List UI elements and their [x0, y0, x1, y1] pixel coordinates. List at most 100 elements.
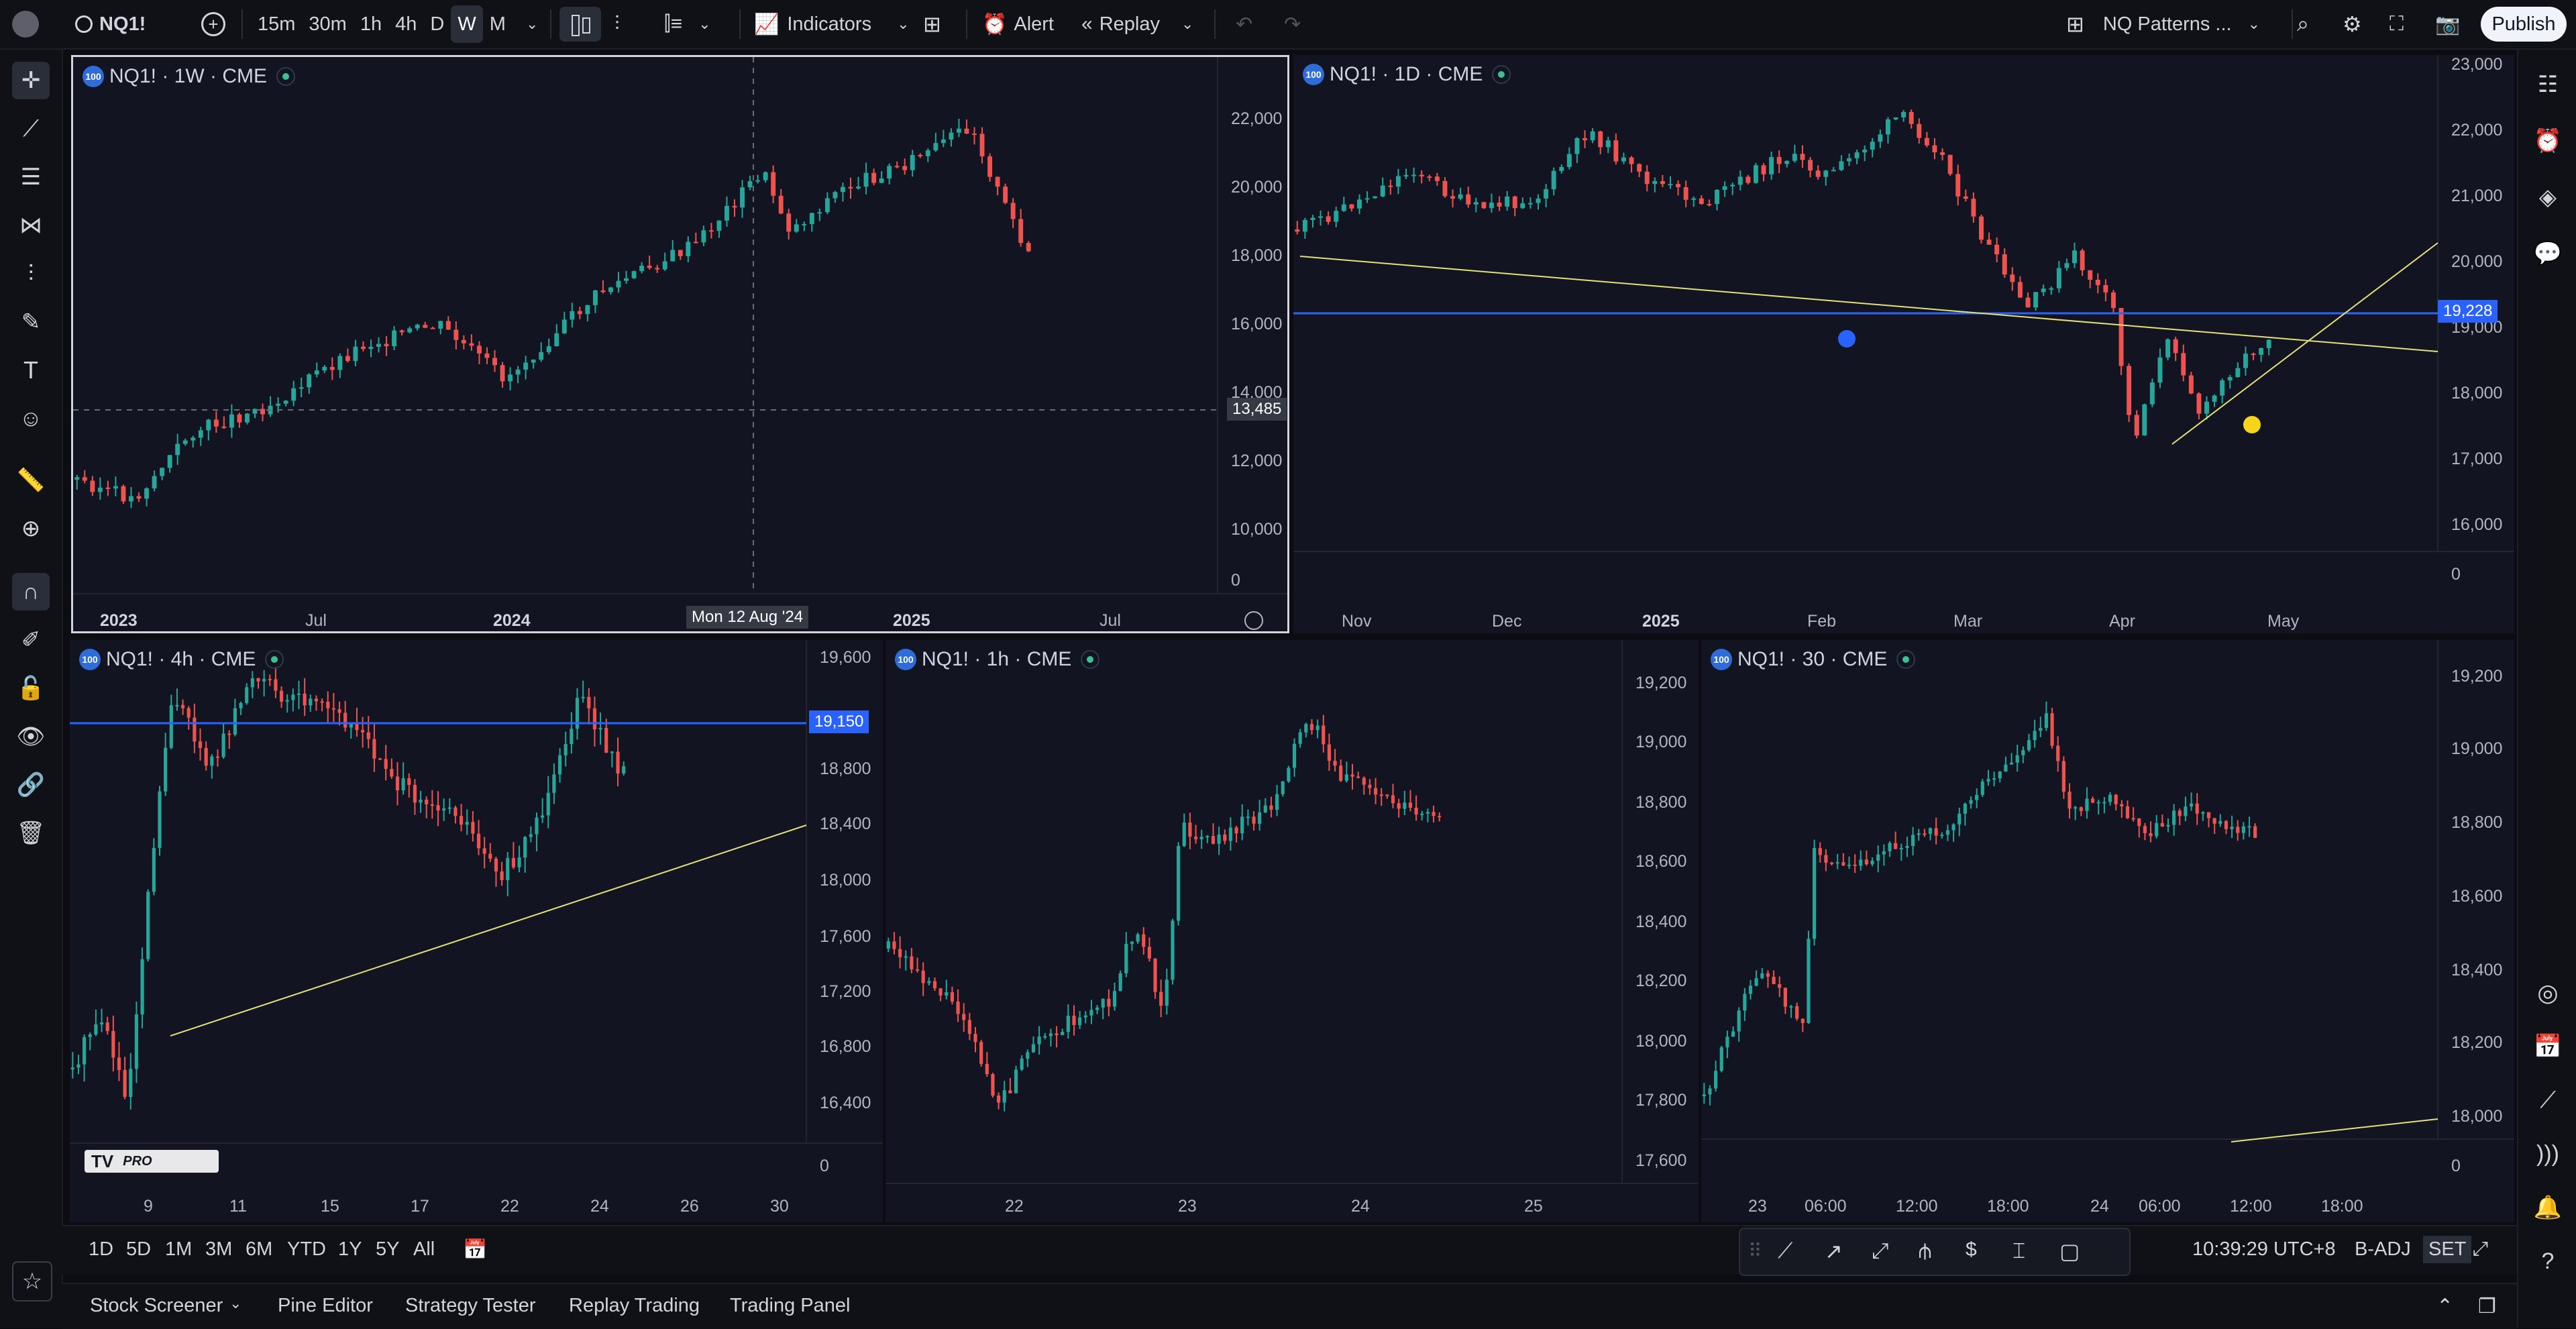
user-avatar[interactable]: [12, 11, 39, 38]
interval-1h[interactable]: 1h: [360, 13, 382, 35]
interval-w[interactable]: W: [451, 5, 483, 43]
notifications-button[interactable]: 🔔: [2529, 1189, 2567, 1226]
templates-button[interactable]: ⊞: [923, 0, 941, 48]
chart-pane-daily[interactable]: 100 NQ1! · 1D · CME 23,000 22,000 21,000…: [1293, 55, 2514, 633]
range-1m[interactable]: 1M: [165, 1238, 193, 1260]
favorites-button[interactable]: ☆: [12, 1261, 52, 1301]
visibility-tool[interactable]: 👁: [12, 718, 50, 755]
ideas-button[interactable]: ⟋: [2529, 1081, 2567, 1119]
ray-icon[interactable]: ↗: [1825, 1239, 1843, 1263]
drag-handle-icon[interactable]: ⠿: [1748, 1240, 1762, 1261]
interval-15m[interactable]: 15m: [258, 13, 296, 35]
emoji-tool[interactable]: ☺: [12, 400, 50, 437]
range-ytd[interactable]: YTD: [287, 1238, 326, 1260]
range-1d[interactable]: 1D: [89, 1238, 114, 1260]
streams-button[interactable]: ))): [2529, 1135, 2567, 1173]
text-cursor-icon[interactable]: ⌶: [2012, 1238, 2026, 1263]
zoom-tool[interactable]: ⊕: [12, 510, 50, 547]
chart-pane-1h[interactable]: 100 NQ1! · 1h · CME 19,200 19,000 18,800…: [885, 640, 1699, 1222]
trendline[interactable]: [170, 825, 807, 1036]
help-button[interactable]: ?: [2529, 1242, 2567, 1280]
clock-time[interactable]: 10:39:29 UTC+8: [2192, 1238, 2336, 1260]
interval-30m[interactable]: 30m: [309, 13, 347, 35]
redo-button[interactable]: ↷: [1284, 0, 1301, 48]
range-5y[interactable]: 5Y: [376, 1238, 400, 1260]
replay-button[interactable]: « Replay ⌄: [1081, 0, 1193, 48]
tab-trading-panel[interactable]: Trading Panel: [730, 1295, 851, 1316]
candles-type-button[interactable]: [559, 7, 601, 42]
chart-pane-4h[interactable]: 100 NQ1! · 4h · CME 19,600 18,800 18,400…: [70, 640, 883, 1222]
symbol-search[interactable]: NQ1!: [75, 0, 146, 48]
object-tree-button[interactable]: ◈: [2529, 178, 2567, 216]
tab-stock-screener[interactable]: Stock Screener: [90, 1295, 223, 1316]
maximize-icon[interactable]: ⤢: [2473, 1238, 2489, 1260]
pattern-tool[interactable]: ⋈: [12, 207, 50, 244]
chart-pane-weekly[interactable]: 100 NQ1! · 1W · CME 22,000 20,000 18,000…: [71, 55, 1289, 633]
ruler-tool[interactable]: 📏: [12, 462, 50, 499]
collapse-panel-icon[interactable]: ⌃: [2436, 1295, 2454, 1318]
fib-tool[interactable]: ☰: [12, 158, 50, 196]
alert-button[interactable]: ⏰ Alert: [982, 0, 1054, 48]
range-all[interactable]: All: [413, 1238, 435, 1260]
tab-pine-editor[interactable]: Pine Editor: [278, 1295, 373, 1316]
quick-search-button[interactable]: ⌕: [2297, 0, 2309, 48]
goto-date-button[interactable]: 📅: [463, 1238, 487, 1261]
crosshair-tool[interactable]: ✛: [12, 62, 50, 99]
extended-line-icon[interactable]: ⤢: [1872, 1238, 1889, 1263]
fullscreen-button[interactable]: ⛶: [2390, 0, 2404, 48]
axis-settings-icon[interactable]: [1244, 611, 1263, 630]
alert-marker-icon[interactable]: [1838, 330, 1856, 348]
alert-marker-icon[interactable]: [2243, 416, 2261, 433]
chart-pane-30m[interactable]: 100 NQ1! · 30 · CME 19,200 19,000 18,800…: [1701, 640, 2514, 1222]
indicators-button[interactable]: 📈 Indicators ⌄: [754, 0, 910, 48]
compare-button[interactable]: +: [201, 0, 225, 48]
publish-button[interactable]: Publish: [2481, 7, 2567, 42]
y-tick: 0: [820, 1157, 829, 1175]
watchlist-button[interactable]: ☷: [2529, 66, 2567, 103]
range-3m[interactable]: 3M: [205, 1238, 233, 1260]
lock-tool[interactable]: 🔓: [12, 670, 50, 707]
layout-select-button[interactable]: ⊞ NQ Patterns ... ⌄: [2066, 0, 2260, 48]
screener-chevron-icon[interactable]: ⌄: [229, 1295, 242, 1312]
trendline-tool[interactable]: ⟋: [12, 110, 50, 148]
settings-button[interactable]: ⚙: [2343, 0, 2362, 48]
forecast-tool[interactable]: ⫶: [12, 255, 50, 293]
range-1y[interactable]: 1Y: [338, 1238, 362, 1260]
hotlists-button[interactable]: ◎: [2529, 974, 2567, 1012]
interval-d[interactable]: D: [430, 13, 445, 35]
calendar-button[interactable]: 📅: [2529, 1028, 2567, 1065]
snapshot-button[interactable]: 📷: [2435, 0, 2460, 48]
tab-replay-trading[interactable]: Replay Trading: [569, 1295, 700, 1316]
range-6m[interactable]: 6M: [246, 1238, 273, 1260]
brush-tool[interactable]: ✎: [12, 303, 50, 341]
restore-panel-icon[interactable]: ❐: [2478, 1295, 2496, 1318]
adjust-toggle[interactable]: B-ADJ: [2355, 1238, 2411, 1260]
candle: [1403, 790, 1407, 816]
price-label-icon[interactable]: $: [1966, 1238, 1977, 1261]
tab-strategy-tester[interactable]: Strategy Tester: [405, 1295, 536, 1316]
chart-type-button[interactable]: ⫿≡ ⌄: [664, 0, 711, 48]
fork-icon[interactable]: ⫛: [1919, 1238, 1932, 1263]
trash-tool[interactable]: 🗑: [12, 814, 50, 852]
text-tool[interactable]: T: [12, 352, 50, 389]
candle: [1691, 196, 1697, 207]
lock-draw-tool[interactable]: ✐: [12, 621, 50, 659]
undo-button[interactable]: ↶: [1236, 0, 1252, 48]
trendline[interactable]: [2231, 1118, 2438, 1142]
rectangle-icon[interactable]: ▢: [2059, 1239, 2080, 1263]
nasdaq-100-icon: 100: [1303, 64, 1324, 85]
alerts-button[interactable]: ⏰: [2529, 122, 2567, 160]
trendline[interactable]: [2171, 242, 2438, 445]
link-tool[interactable]: 🔗: [12, 766, 50, 804]
range-5d[interactable]: 5D: [126, 1238, 152, 1260]
candle: [182, 438, 188, 446]
trendline-icon[interactable]: ⟋: [1778, 1238, 1793, 1263]
session-toggle[interactable]: SET: [2423, 1236, 2472, 1263]
magnet-tool[interactable]: ∩: [12, 573, 50, 610]
bar-style-button[interactable]: ⫶: [614, 0, 620, 48]
chats-button[interactable]: 💬: [2529, 235, 2567, 272]
interval-m[interactable]: M: [489, 13, 506, 35]
interval-4h[interactable]: 4h: [395, 13, 417, 35]
interval-dropdown[interactable]: ⌄: [526, 0, 538, 48]
trendline[interactable]: [1299, 256, 2438, 352]
